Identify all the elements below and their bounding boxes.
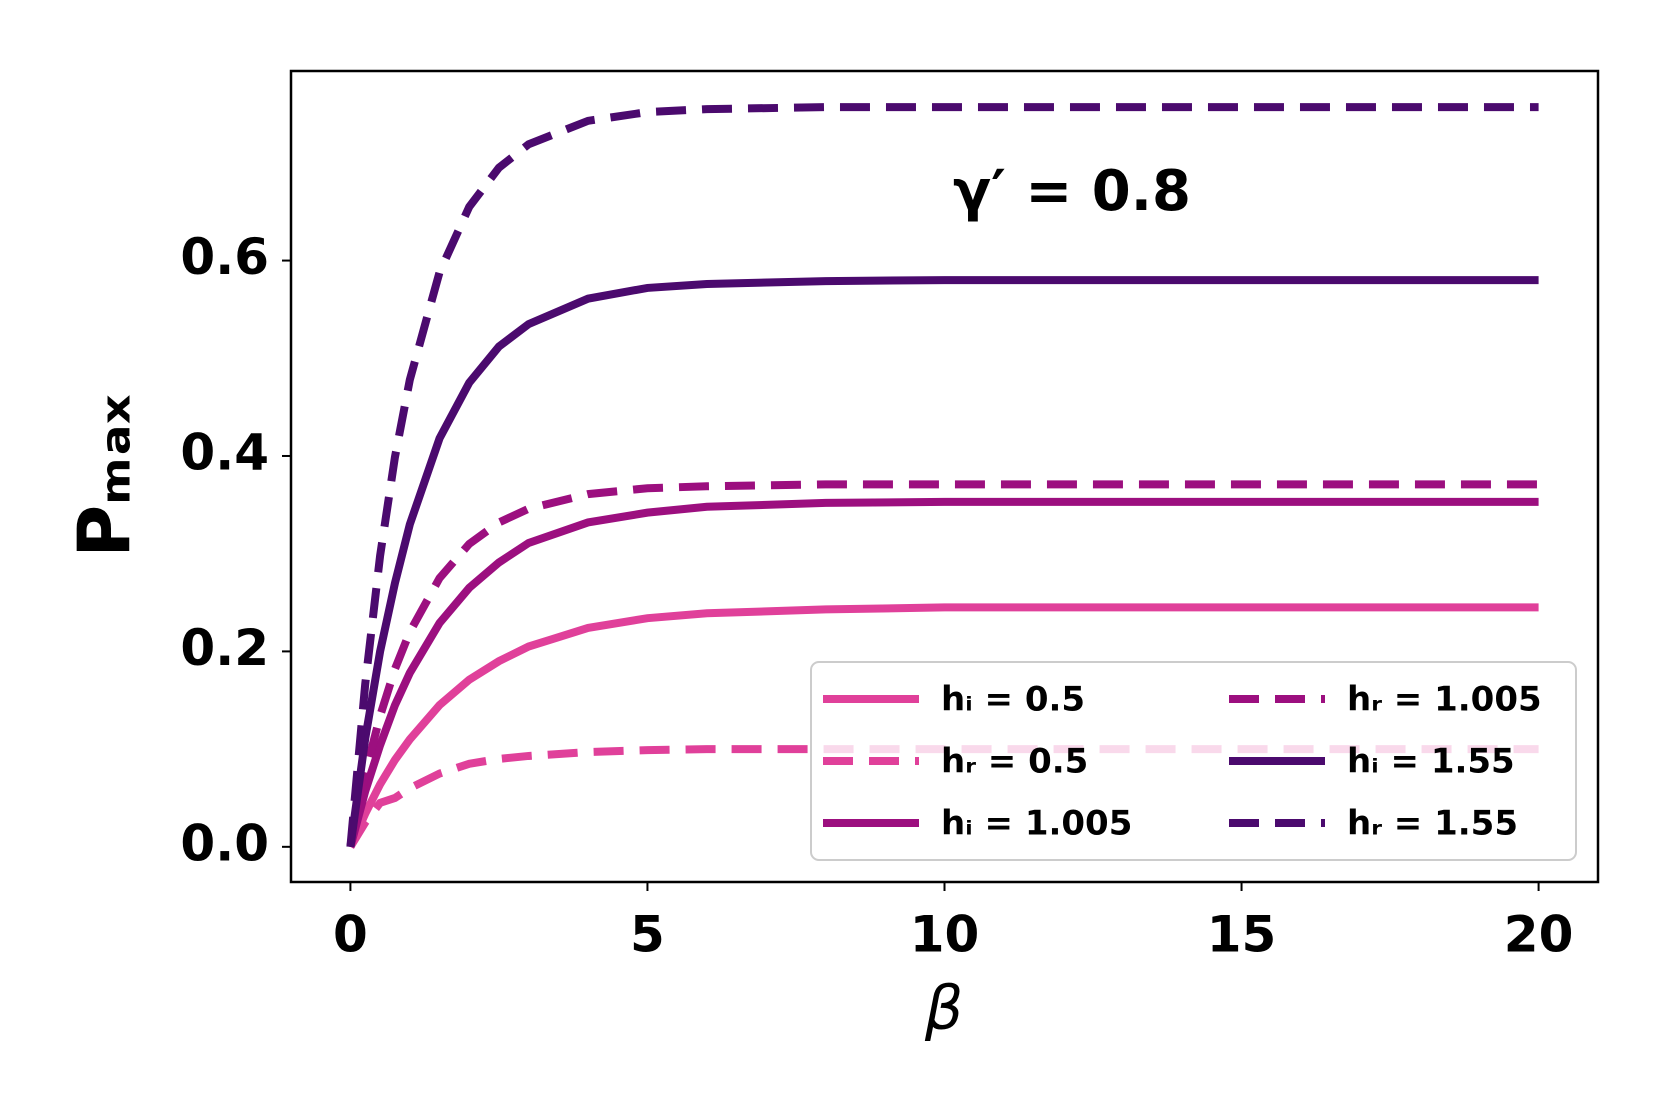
- x-axis-label: β: [924, 974, 963, 1044]
- x-tick-label: 15: [1207, 906, 1277, 964]
- data-line: [346, 745, 1539, 849]
- y-tick-label: 0.2: [180, 619, 269, 677]
- x-tick-label: 0: [333, 906, 368, 964]
- plot-frame: [289, 69, 1600, 884]
- x-tick-label: 10: [910, 906, 980, 964]
- annotation: γ′ = 0.8: [953, 159, 1191, 224]
- data-line: [346, 103, 1539, 848]
- data-line: [346, 603, 1539, 849]
- x-tick-label: 5: [630, 906, 665, 964]
- legend: hᵢ = 0.5 hᵣ = 0.5 hᵢ = 1.005 hᵣ = 1.005 hᵢ =…: [810, 661, 1577, 861]
- legend-label: hᵢ = 1.005: [941, 804, 1132, 844]
- y-axis-label: Pₘₐₓ: [63, 394, 147, 557]
- data-line: [346, 276, 1539, 848]
- legend-label: hᵢ = 1.55: [1347, 742, 1515, 782]
- legend-label: hᵣ = 1.55: [1347, 804, 1518, 844]
- legend-label: hᵢ = 0.5: [941, 680, 1085, 720]
- data-line: [346, 497, 1539, 848]
- data-line: [346, 480, 1539, 848]
- legend-label: hᵣ = 1.005: [1347, 680, 1542, 720]
- y-tick-label: 0.0: [180, 814, 269, 872]
- legend-box: [810, 661, 1577, 861]
- y-tick-label: 0.4: [180, 423, 269, 481]
- legend-label: hᵣ = 0.5: [941, 742, 1088, 782]
- x-tick-label: 20: [1504, 906, 1574, 964]
- y-tick-label: 0.6: [180, 228, 269, 286]
